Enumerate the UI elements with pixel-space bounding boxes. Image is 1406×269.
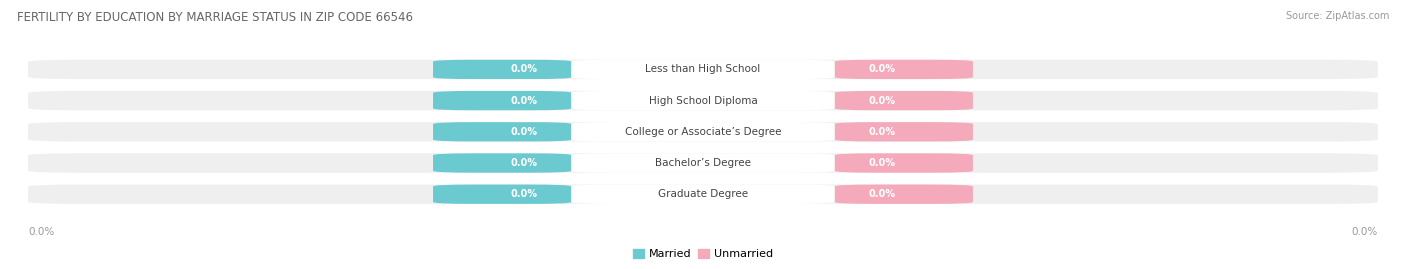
Text: 0.0%: 0.0% <box>510 158 537 168</box>
FancyBboxPatch shape <box>28 91 1378 110</box>
Text: 0.0%: 0.0% <box>869 127 896 137</box>
FancyBboxPatch shape <box>28 153 1378 173</box>
Text: 0.0%: 0.0% <box>869 95 896 106</box>
FancyBboxPatch shape <box>571 153 835 173</box>
Text: 0.0%: 0.0% <box>28 227 55 237</box>
FancyBboxPatch shape <box>28 185 1378 204</box>
FancyBboxPatch shape <box>835 153 973 173</box>
FancyBboxPatch shape <box>433 60 571 79</box>
FancyBboxPatch shape <box>835 91 973 110</box>
Text: College or Associate’s Degree: College or Associate’s Degree <box>624 127 782 137</box>
FancyBboxPatch shape <box>28 122 1378 141</box>
Text: Source: ZipAtlas.com: Source: ZipAtlas.com <box>1285 11 1389 21</box>
Text: High School Diploma: High School Diploma <box>648 95 758 106</box>
FancyBboxPatch shape <box>571 91 835 110</box>
FancyBboxPatch shape <box>835 185 973 204</box>
FancyBboxPatch shape <box>433 185 571 204</box>
Text: 0.0%: 0.0% <box>869 64 896 75</box>
Text: 0.0%: 0.0% <box>869 158 896 168</box>
Text: 0.0%: 0.0% <box>869 189 896 199</box>
Text: FERTILITY BY EDUCATION BY MARRIAGE STATUS IN ZIP CODE 66546: FERTILITY BY EDUCATION BY MARRIAGE STATU… <box>17 11 413 24</box>
Text: 0.0%: 0.0% <box>510 189 537 199</box>
FancyBboxPatch shape <box>433 91 571 110</box>
FancyBboxPatch shape <box>433 122 571 141</box>
Text: 0.0%: 0.0% <box>1351 227 1378 237</box>
Text: 0.0%: 0.0% <box>510 127 537 137</box>
Text: Bachelor’s Degree: Bachelor’s Degree <box>655 158 751 168</box>
Text: 0.0%: 0.0% <box>510 64 537 75</box>
FancyBboxPatch shape <box>433 153 571 173</box>
FancyBboxPatch shape <box>571 60 835 79</box>
Text: Graduate Degree: Graduate Degree <box>658 189 748 199</box>
FancyBboxPatch shape <box>571 122 835 141</box>
Legend: Married, Unmarried: Married, Unmarried <box>628 244 778 264</box>
FancyBboxPatch shape <box>835 122 973 141</box>
FancyBboxPatch shape <box>835 60 973 79</box>
Text: Less than High School: Less than High School <box>645 64 761 75</box>
Text: 0.0%: 0.0% <box>510 95 537 106</box>
FancyBboxPatch shape <box>28 60 1378 79</box>
FancyBboxPatch shape <box>571 185 835 204</box>
